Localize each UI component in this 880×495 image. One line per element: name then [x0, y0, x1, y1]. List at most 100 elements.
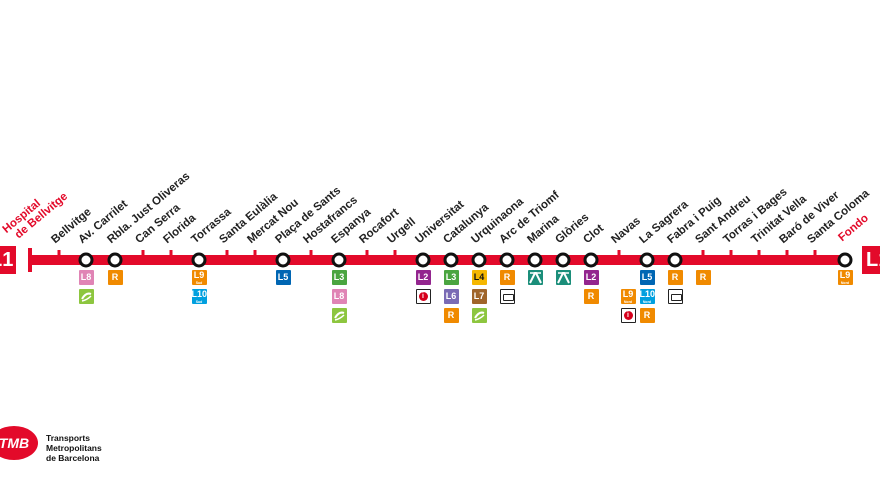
station-tick-7[interactable]	[253, 250, 257, 260]
badge-label: R	[699, 272, 707, 282]
transfer-badge-r: R	[499, 270, 515, 285]
badge-label: L7	[473, 291, 485, 301]
station-tick-6[interactable]	[225, 250, 229, 260]
transfer-badge-r: R	[443, 308, 459, 323]
badge-sub: Nord	[840, 281, 850, 285]
station-interchange-10[interactable]	[331, 252, 347, 268]
transfer-badge-r: R	[639, 308, 655, 323]
tmb-wordmark-line3: de Barcelona	[46, 453, 100, 463]
badge-label: L5	[641, 272, 653, 282]
badge-label: L10	[191, 289, 207, 299]
station-tick-25[interactable]	[757, 250, 761, 260]
station-tick-4[interactable]	[169, 250, 173, 260]
fgc-icon	[471, 308, 487, 323]
station-interchange-19[interactable]	[583, 252, 599, 268]
station-interchange-5[interactable]	[191, 252, 207, 268]
station-tick-23[interactable]	[701, 250, 705, 260]
transfer-badge-l3: L3	[331, 270, 347, 285]
transfer-badge-l8: L8	[78, 270, 94, 285]
bus-icon	[499, 289, 515, 304]
transfer-badge-l2: L2	[583, 270, 599, 285]
station-interchange-13[interactable]	[415, 252, 431, 268]
badge-label: L9	[839, 270, 851, 280]
badge-label: L3	[445, 272, 457, 282]
station-tick-12[interactable]	[393, 250, 397, 260]
badge-sub: Nord	[623, 300, 633, 304]
badge-label: R	[503, 272, 511, 282]
transfer-badge-l8: L8	[331, 289, 347, 304]
station-interchange-18[interactable]	[555, 252, 571, 268]
badge-label: L9	[193, 270, 205, 280]
badge-label: L6	[445, 291, 457, 301]
bus-icon	[667, 289, 683, 304]
tmb-wordmark-line2: Metropolitans	[46, 443, 102, 453]
line-tag-right: L1	[862, 246, 880, 274]
station-tick-0[interactable]	[57, 250, 61, 260]
station-interchange-21[interactable]	[639, 252, 655, 268]
badge-label: R	[447, 310, 455, 320]
tram-icon	[527, 270, 543, 285]
line-tag-left: L1	[0, 246, 16, 274]
tram-icon	[555, 270, 571, 285]
badge-label: L9	[622, 289, 634, 299]
badge-label: L2	[585, 272, 597, 282]
badge-sub: Sud	[195, 281, 203, 285]
badge-label: R	[587, 291, 595, 301]
transfer-badge-l2: L2	[415, 270, 431, 285]
transfer-badge-r: R	[667, 270, 683, 285]
station-interchange-8[interactable]	[275, 252, 291, 268]
transfer-badge-l3: L3	[443, 270, 459, 285]
transfer-badge-l4: L4	[471, 270, 487, 285]
info-icon: i	[620, 308, 636, 323]
badge-label: L2	[417, 272, 429, 282]
station-interchange-17[interactable]	[527, 252, 543, 268]
badge-label: L4	[473, 272, 485, 282]
transfer-badge-l9: L9 Nord	[620, 289, 636, 304]
transfer-badge-l7: L7	[471, 289, 487, 304]
transfer-badge-r: R	[107, 270, 123, 285]
transfer-badge-r: R	[583, 289, 599, 304]
badge-label: L10	[639, 289, 655, 299]
station-tick-26[interactable]	[785, 250, 789, 260]
badge-label: R	[671, 272, 679, 282]
transfer-badge-l9: L9 Sud	[191, 270, 207, 285]
tmb-wordmark: Transports Metropolitans de Barcelona	[46, 433, 102, 463]
transfer-badge-l5: L5	[275, 270, 291, 285]
line-end-cap-left	[28, 248, 32, 272]
badge-sub: Sud	[195, 300, 203, 304]
badge-label: L5	[277, 272, 289, 282]
fgc-icon	[78, 289, 94, 304]
badge-label: L8	[333, 291, 345, 301]
fgc-icon	[331, 308, 347, 323]
station-interchange-14[interactable]	[443, 252, 459, 268]
info-icon: i	[415, 289, 431, 304]
badge-sub: Nord	[642, 300, 652, 304]
station-interchange-2[interactable]	[107, 252, 123, 268]
station-interchange-1[interactable]	[78, 252, 94, 268]
badge-label: L8	[80, 272, 92, 282]
transfer-badge-r: R	[695, 270, 711, 285]
transfer-badge-l10: L10 Sud	[191, 289, 207, 304]
badge-label: L3	[333, 272, 345, 282]
transfer-badge-l5: L5	[639, 270, 655, 285]
transfer-badge-l9: L9 Nord	[837, 270, 853, 285]
station-interchange-22[interactable]	[667, 252, 683, 268]
badge-label: R	[643, 310, 651, 320]
station-tick-11[interactable]	[365, 250, 369, 260]
transfer-badge-l6: L6	[443, 289, 459, 304]
transfer-badge-l10: L10 Nord	[639, 289, 655, 304]
tmb-logo-icon: TMB	[0, 426, 38, 460]
station-tick-3[interactable]	[141, 250, 145, 260]
station-tick-20[interactable]	[617, 250, 621, 260]
station-tick-27[interactable]	[813, 250, 817, 260]
station-interchange-15[interactable]	[471, 252, 487, 268]
badge-label: R	[111, 272, 119, 282]
station-tick-9[interactable]	[309, 250, 313, 260]
station-interchange-16[interactable]	[499, 252, 515, 268]
line-track	[30, 255, 848, 265]
station-fondo[interactable]	[837, 252, 853, 268]
tmb-logo-mark: TMB	[0, 435, 29, 451]
tmb-wordmark-line1: Transports	[46, 433, 90, 443]
station-tick-24[interactable]	[729, 250, 733, 260]
